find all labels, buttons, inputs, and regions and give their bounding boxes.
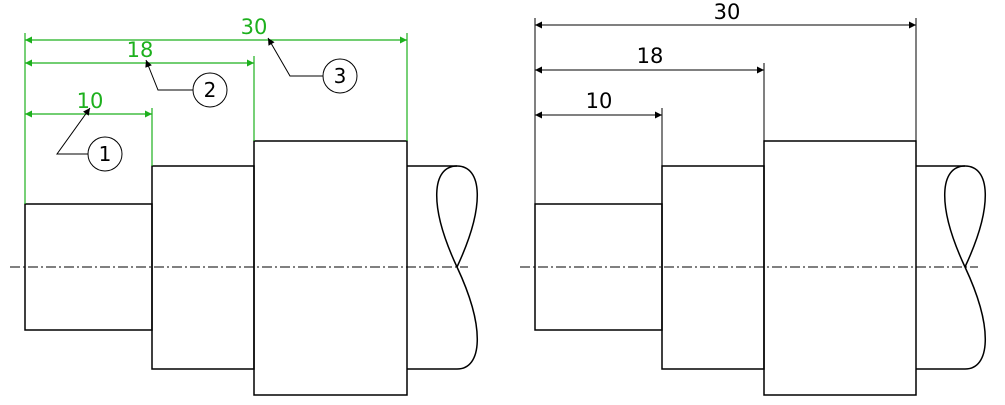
callout-3: 3 xyxy=(322,58,358,94)
callout-3-circle xyxy=(322,58,358,94)
callout-2-leader xyxy=(145,59,193,91)
left-break-loop xyxy=(456,165,478,268)
left-shaft-outline xyxy=(24,140,478,396)
right-dimension-group xyxy=(534,18,917,204)
left-view: 10 18 30 1 2 3 xyxy=(10,15,478,396)
callout-1-label: 1 xyxy=(99,142,112,166)
right-dim-text-30: 30 xyxy=(714,0,741,24)
callout-2-label: 2 xyxy=(204,78,217,102)
right-dim-text-18: 18 xyxy=(637,44,664,68)
left-dim-text-18: 18 xyxy=(127,38,154,62)
right-shaft-outline xyxy=(534,140,986,396)
callout-leaders xyxy=(56,37,323,155)
callout-1: 1 xyxy=(87,136,123,172)
left-dim-text-10: 10 xyxy=(77,89,104,113)
right-shaft-step-3 xyxy=(763,140,917,396)
callout-2: 2 xyxy=(192,72,228,108)
callout-1-leader xyxy=(56,107,91,155)
callout-3-leader xyxy=(267,37,323,77)
callout-3-label: 3 xyxy=(334,64,347,88)
right-break-loop xyxy=(964,165,986,268)
left-dim-text-30: 30 xyxy=(241,15,268,39)
right-dim-text-10: 10 xyxy=(586,89,613,113)
callout-1-circle xyxy=(87,136,123,172)
left-shaft-step-3 xyxy=(253,140,408,396)
right-view: 10 18 30 xyxy=(520,0,986,396)
callout-2-circle xyxy=(192,72,228,108)
